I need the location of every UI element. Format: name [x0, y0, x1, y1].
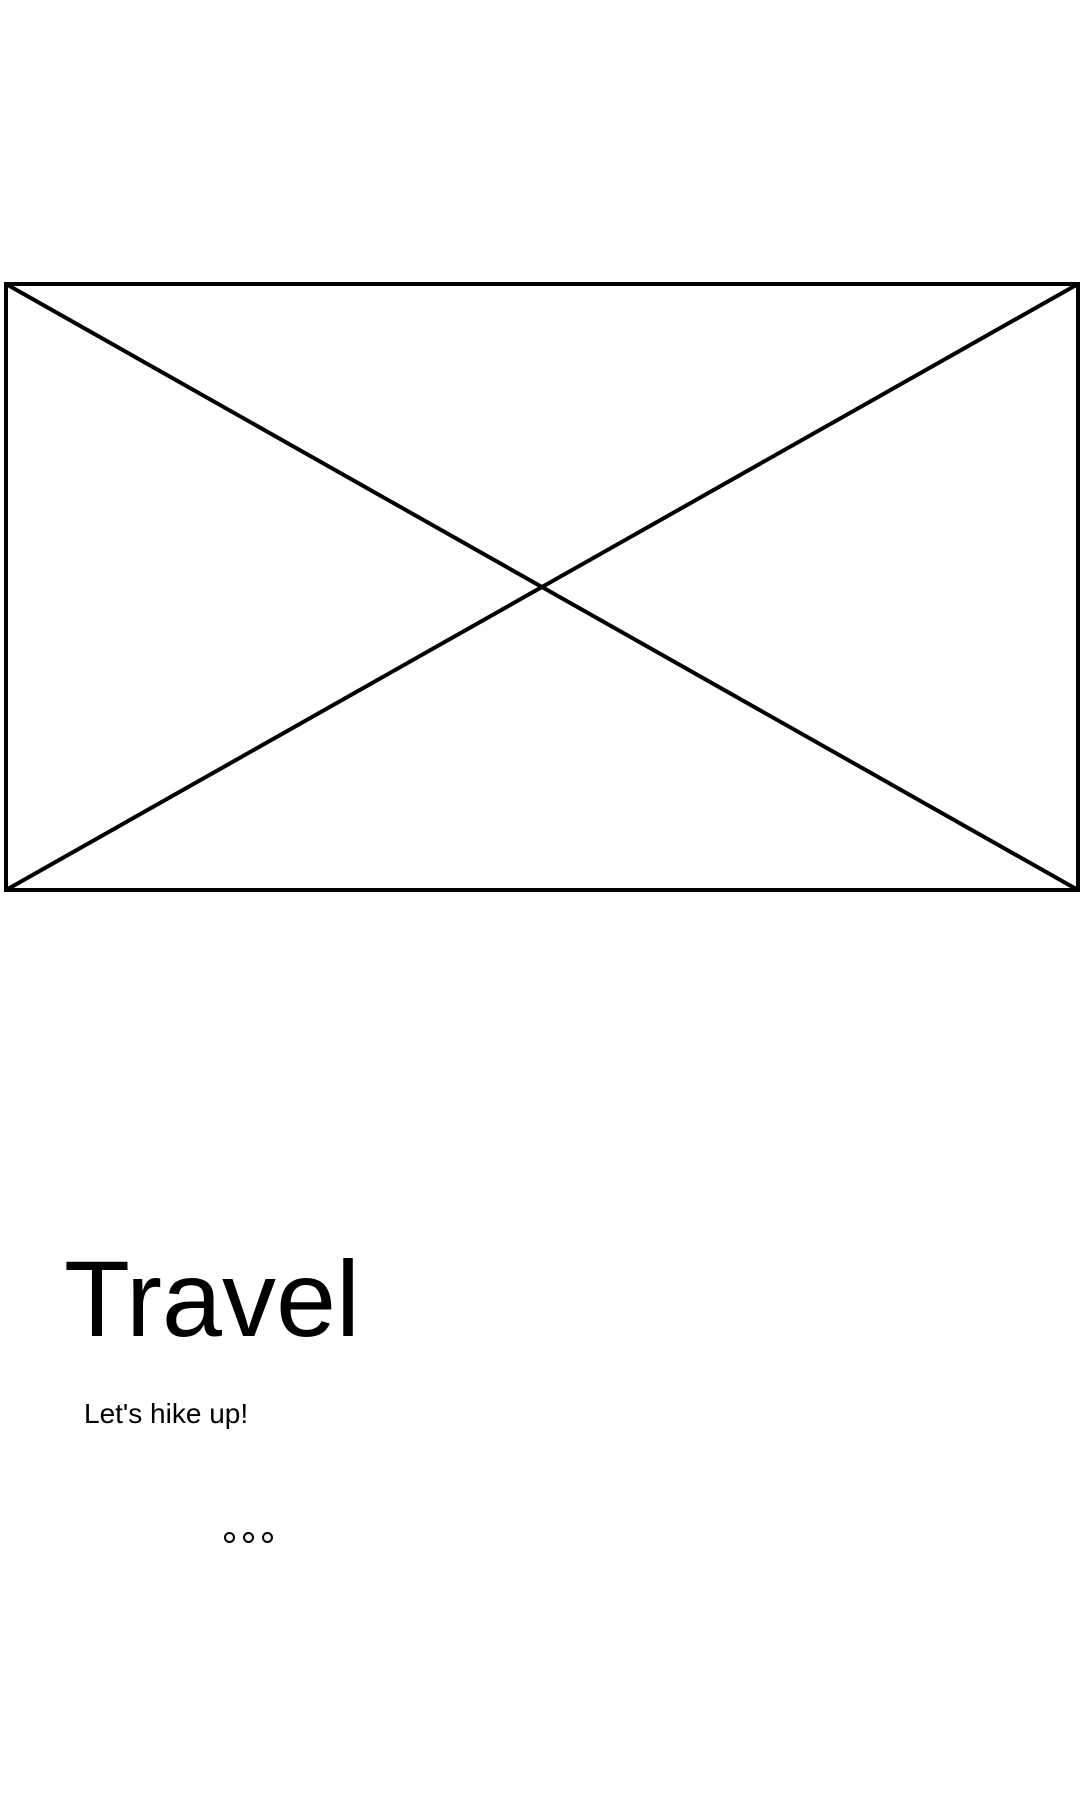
page-dot-1[interactable] — [224, 1532, 235, 1543]
page-title: Travel — [64, 1238, 361, 1359]
hero-image-placeholder — [4, 282, 1080, 892]
image-placeholder-icon — [4, 282, 1080, 892]
page-dot-2[interactable] — [243, 1532, 254, 1543]
page-dot-3[interactable] — [262, 1532, 273, 1543]
page-subtitle: Let's hike up! — [84, 1398, 249, 1429]
page-indicator — [224, 1532, 273, 1543]
